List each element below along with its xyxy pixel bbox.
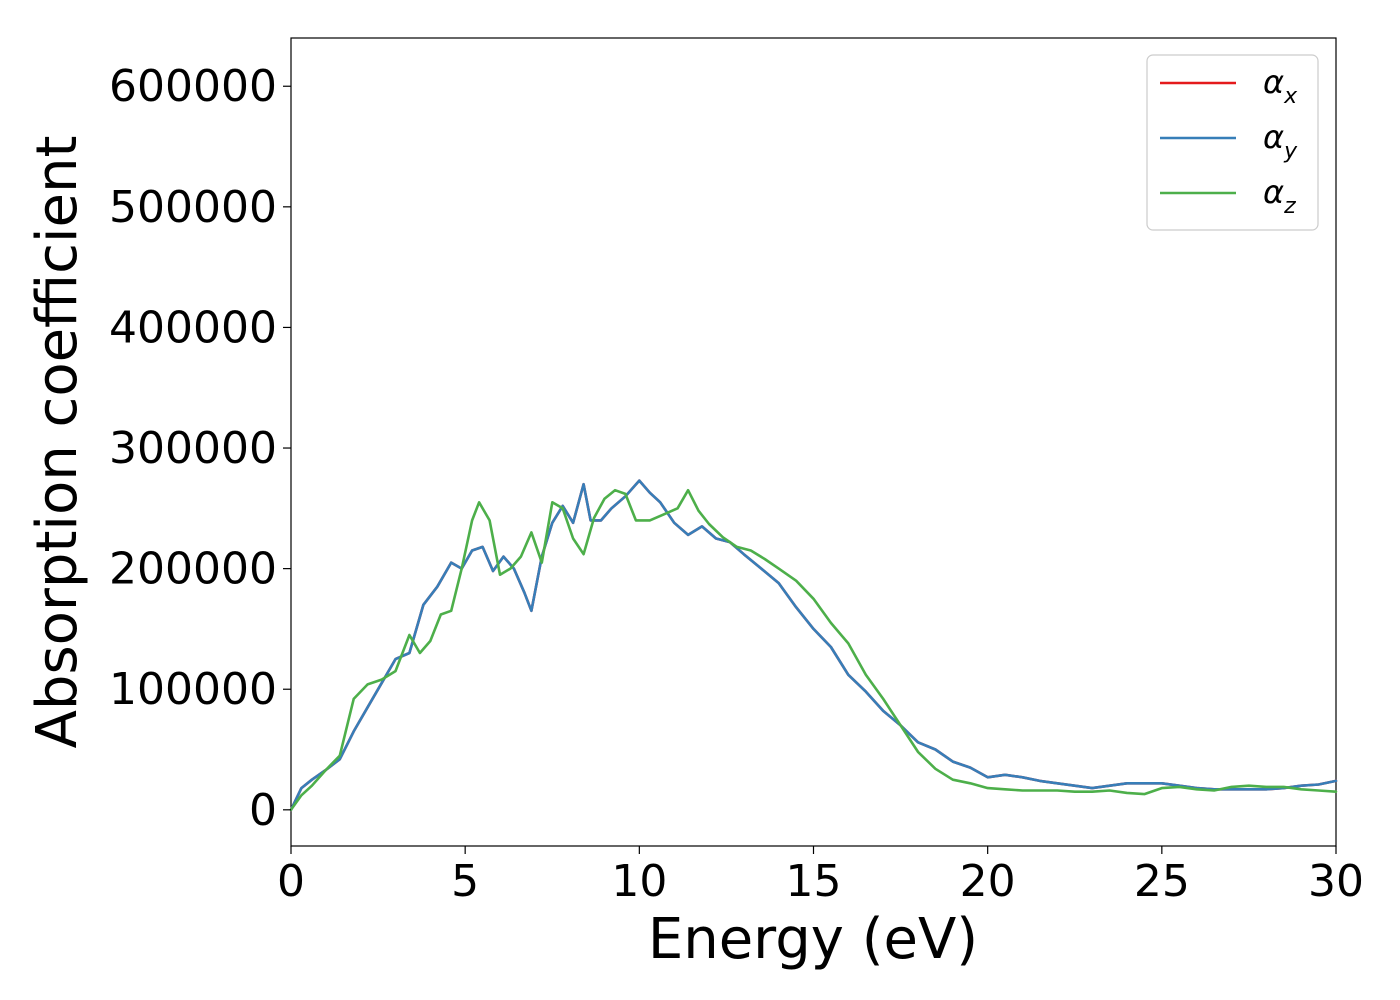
legend-label-base: α xyxy=(1263,173,1284,211)
y-tick-label: 0 xyxy=(249,785,277,836)
legend-label-x: αx xyxy=(1263,63,1298,109)
legend-label-base: α xyxy=(1263,118,1284,156)
series-layer xyxy=(289,479,1338,812)
y-tick-label: 600000 xyxy=(109,61,277,112)
y-tick-label: 500000 xyxy=(109,182,277,233)
y-tick-label: 100000 xyxy=(109,664,277,715)
y-tick-label: 300000 xyxy=(109,423,277,474)
legend-label-subscript: z xyxy=(1283,194,1296,219)
legend-box xyxy=(1146,54,1319,231)
legend-label-z: αz xyxy=(1263,173,1296,219)
x-axis-ticks: 0 5 10 15 20 25 30 xyxy=(277,846,1364,907)
series-line-z xyxy=(289,488,1338,812)
x-axis-title: Energy (eV) xyxy=(648,907,978,972)
x-tick-label: 10 xyxy=(611,856,667,907)
legend-label-base: α xyxy=(1263,63,1284,101)
legend-label-subscript: x xyxy=(1283,84,1298,109)
x-tick-label: 30 xyxy=(1308,856,1364,907)
x-tick-label: 20 xyxy=(960,856,1016,907)
legend-label-subscript: y xyxy=(1283,139,1298,164)
series-line-y xyxy=(289,479,1338,812)
legend-label-y: αy xyxy=(1263,118,1298,164)
x-tick-label: 5 xyxy=(451,856,479,907)
x-tick-label: 0 xyxy=(277,856,305,907)
y-axis-title: Absorption coefficient xyxy=(25,136,90,749)
y-tick-label: 200000 xyxy=(109,544,277,595)
y-tick-label: 400000 xyxy=(109,302,277,353)
series-line-x xyxy=(289,479,1338,812)
x-tick-label: 25 xyxy=(1134,856,1190,907)
y-axis-ticks: 0 100000 200000 300000 400000 500000 600000 xyxy=(109,61,291,836)
x-tick-label: 15 xyxy=(786,856,842,907)
